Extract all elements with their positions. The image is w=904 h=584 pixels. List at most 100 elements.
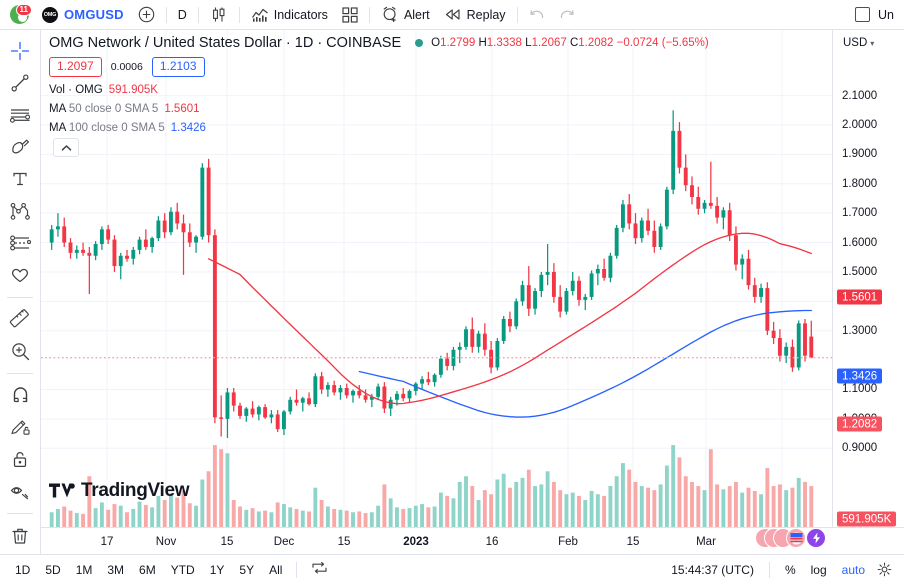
- ma100-legend-row[interactable]: MA 100 close 0 SMA 5 1.3426: [49, 122, 709, 134]
- undo-button[interactable]: [522, 3, 552, 27]
- price-tick: 0.9000: [842, 442, 878, 455]
- ohlc-values: O1.2799 H1.3338 L1.2067 C1.2082 −0.0724 …: [431, 37, 709, 49]
- last-price-badge[interactable]: 1.2082: [837, 416, 883, 432]
- ma50-price-badge[interactable]: 1.5601: [837, 289, 883, 305]
- price-tick: 1.3000: [842, 324, 878, 337]
- collapse-legend-button[interactable]: [53, 138, 79, 157]
- selection-checkbox[interactable]: [855, 7, 871, 22]
- range-button-1y[interactable]: 1Y: [209, 562, 225, 577]
- trend-line-icon[interactable]: [4, 68, 36, 98]
- favorites-heart-icon[interactable]: [4, 260, 36, 290]
- plus-circle-icon: [138, 6, 155, 23]
- lightning-badge[interactable]: [806, 528, 826, 548]
- tradingview-logo-button[interactable]: 11: [6, 3, 32, 27]
- log-scale-button[interactable]: log: [810, 562, 827, 577]
- open-value: 1.2799: [440, 37, 476, 49]
- change-value: −0.0724 (−5.65%): [616, 37, 709, 49]
- patterns-icon[interactable]: [4, 196, 36, 226]
- series-status-dot: [415, 39, 424, 47]
- notification-badge[interactable]: 11: [15, 3, 32, 16]
- alert-button[interactable]: Alert: [374, 3, 437, 27]
- clock-label[interactable]: 15:44:37 (UTC): [671, 562, 754, 577]
- volume-legend-row[interactable]: Vol · OMG 591.905K: [49, 84, 709, 96]
- alarm-clock-icon: [381, 6, 399, 23]
- ma100-value: 1.3426: [170, 121, 206, 134]
- chart-corner-badges[interactable]: [755, 528, 826, 548]
- symbol-label: OMGUSD: [64, 7, 124, 22]
- indicators-label: Indicators: [273, 7, 328, 22]
- chart-type-button[interactable]: [203, 3, 235, 27]
- alert-label: Alert: [403, 7, 430, 22]
- low-value: 1.2067: [531, 37, 567, 49]
- chart-plot: [41, 30, 832, 527]
- ma100-price-badge[interactable]: 1.3426: [837, 368, 883, 384]
- time-tick: 15: [626, 536, 640, 548]
- chart-legend: OMG Network / United States Dollar · 1D …: [49, 35, 709, 134]
- time-tick: Feb: [558, 536, 578, 548]
- volume-badge[interactable]: 591.905K: [837, 511, 897, 527]
- range-button-3m[interactable]: 3M: [107, 562, 125, 577]
- time-tick: 15: [220, 536, 234, 548]
- redo-icon: [559, 8, 575, 21]
- layouts-button[interactable]: [335, 3, 365, 27]
- partial-right-label[interactable]: Un: [878, 7, 894, 22]
- toolbar-divider: [516, 6, 518, 23]
- measure-ruler-icon[interactable]: [4, 304, 36, 334]
- prediction-icon[interactable]: [4, 228, 36, 258]
- cross-cursor-icon[interactable]: [4, 36, 36, 66]
- ask-price-pill[interactable]: 1.2103: [151, 57, 205, 77]
- ma100-label: MA: [49, 121, 66, 134]
- range-button-1d[interactable]: 1D: [15, 562, 31, 577]
- session-breaks-button[interactable]: [304, 558, 335, 581]
- range-button-6m[interactable]: 6M: [139, 562, 156, 577]
- percent-scale-button[interactable]: %: [784, 562, 796, 577]
- candles-icon: [210, 6, 228, 23]
- symbol-search-button[interactable]: OMG OMGUSD: [32, 3, 131, 27]
- toolbar-divider: [368, 6, 370, 23]
- open-key: O: [431, 37, 441, 49]
- top-toolbar: 11 OMG OMGUSD D: [0, 0, 904, 30]
- us-flag-badge[interactable]: [786, 528, 806, 548]
- currency-selector[interactable]: USD ▾: [833, 30, 904, 56]
- redo-button[interactable]: [552, 3, 582, 27]
- range-button-ytd[interactable]: YTD: [170, 562, 195, 577]
- compare-add-button[interactable]: [131, 3, 162, 27]
- chart-settings-button[interactable]: [873, 559, 896, 580]
- text-tool-icon[interactable]: [4, 164, 36, 194]
- range-button-5d[interactable]: 5D: [45, 562, 61, 577]
- range-button-all[interactable]: All: [269, 562, 283, 577]
- toolbar-divider: [238, 6, 240, 23]
- drawing-mode-icon[interactable]: [4, 412, 36, 442]
- auto-scale-button[interactable]: auto: [841, 562, 865, 577]
- price-tick: 1.1000: [842, 383, 878, 396]
- ma50-params: 50 close 0 SMA 5: [68, 102, 159, 115]
- replay-button[interactable]: Replay: [437, 3, 513, 27]
- chart-title: OMG Network / United States Dollar · 1D …: [49, 35, 402, 51]
- volume-value: 591.905K: [108, 83, 158, 96]
- main-chart-pane[interactable]: [41, 30, 832, 527]
- volume-label: Vol · OMG: [49, 83, 103, 96]
- range-button-5y[interactable]: 5Y: [239, 562, 255, 577]
- toolbar-divider: [296, 561, 298, 578]
- indicators-button[interactable]: Indicators: [244, 3, 335, 27]
- bid-price-pill[interactable]: 1.2097: [49, 57, 102, 77]
- remove-drawings-icon[interactable]: [4, 520, 36, 550]
- interval-button[interactable]: D: [171, 3, 194, 27]
- ma100-params: 100 close 0 SMA 5: [68, 121, 165, 134]
- price-tick: 2.0000: [842, 119, 878, 131]
- zoom-in-icon[interactable]: [4, 336, 36, 366]
- replay-label: Replay: [466, 7, 506, 22]
- hide-drawings-icon[interactable]: [4, 476, 36, 506]
- ma50-legend-row[interactable]: MA 50 close 0 SMA 5 1.5601: [49, 103, 709, 115]
- price-axis[interactable]: USD ▾ 2.1000 2.0000 1.9000 1.8000 1.7000 1.60…: [832, 30, 904, 527]
- magnet-icon[interactable]: [4, 380, 36, 410]
- brush-icon[interactable]: [4, 132, 36, 162]
- horizontal-lines-icon[interactable]: [4, 100, 36, 130]
- close-value: 1.2082: [578, 37, 614, 49]
- time-tick: 15: [337, 536, 351, 548]
- ma50-label: MA: [49, 102, 66, 115]
- chevron-up-icon: [61, 144, 71, 151]
- spread-value: 0.0006: [110, 60, 143, 73]
- lock-drawings-icon[interactable]: [4, 444, 36, 474]
- range-button-1m[interactable]: 1M: [75, 562, 93, 577]
